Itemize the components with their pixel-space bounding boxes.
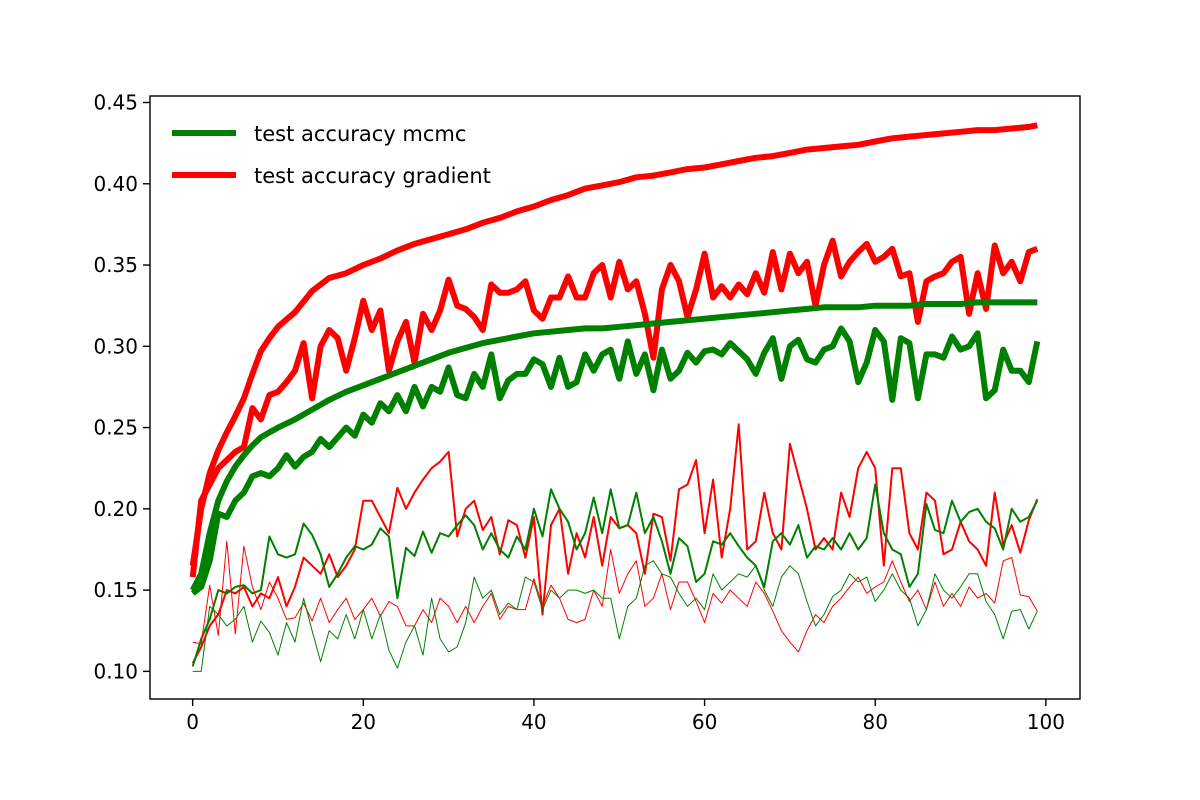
series-line-1: [189, 122, 1038, 567]
series-line-7: [192, 540, 1038, 653]
series-layer: [189, 122, 1041, 672]
legend: test accuracy mcmc test accuracy gradient: [172, 122, 491, 188]
x-tick-label: 100: [1027, 710, 1065, 734]
y-tick-label: 0.10: [93, 659, 138, 683]
series-line-2: [189, 237, 1039, 578]
y-tick-label: 0.15: [93, 578, 138, 602]
y-tick-label: 0.45: [93, 91, 138, 115]
y-tick-label: 0.30: [93, 334, 138, 358]
series-line-3: [190, 299, 1038, 592]
y-tick-label: 0.35: [93, 253, 138, 277]
x-tick-label: 40: [521, 710, 546, 734]
y-tick-label: 0.25: [93, 416, 138, 440]
x-tick-label: 60: [692, 710, 717, 734]
x-tick-label: 0: [186, 710, 199, 734]
axis-ticks: 0 20 40 60 80 100 0.10 0.15 0.20 0.25 0.30 0.35 0.40…: [93, 91, 1064, 734]
series-line-6: [191, 483, 1039, 667]
legend-label: test accuracy mcmc: [254, 122, 466, 146]
y-tick-label: 0.20: [93, 497, 138, 521]
plot-frame: [149, 95, 1081, 700]
legend-label: test accuracy gradient: [254, 164, 491, 188]
y-tick-label: 0.40: [93, 172, 138, 196]
series-line-5: [191, 423, 1039, 664]
series-line-8: [192, 560, 1038, 672]
series-line-4: [190, 325, 1041, 596]
x-tick-label: 20: [351, 710, 376, 734]
x-tick-label: 80: [863, 710, 888, 734]
